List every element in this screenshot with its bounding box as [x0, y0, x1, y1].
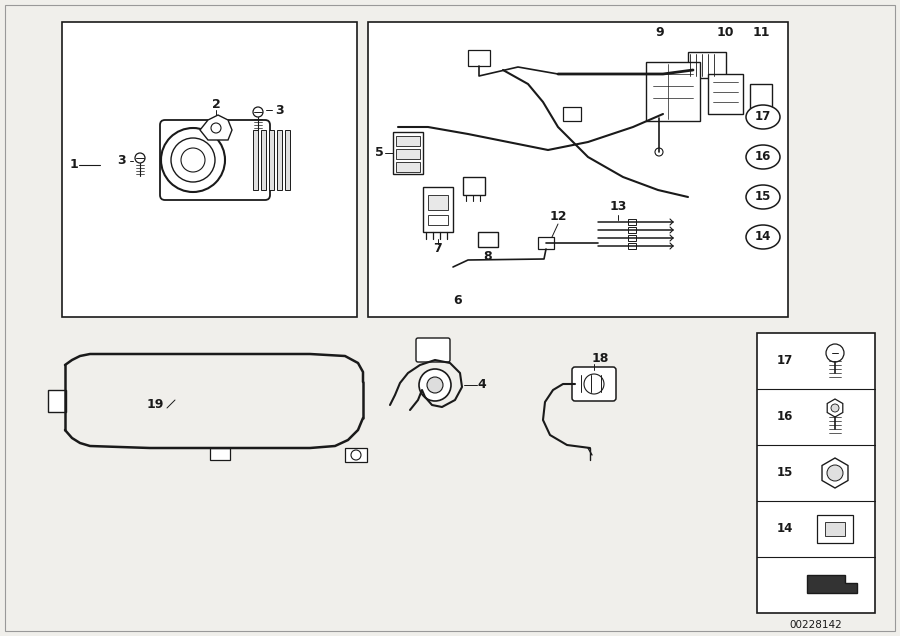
Bar	[210, 448, 230, 460]
Bar	[48, 390, 66, 412]
Text: 3: 3	[118, 155, 126, 167]
Bar	[708, 74, 743, 114]
Bar	[688, 52, 726, 78]
Circle shape	[831, 404, 839, 412]
Circle shape	[827, 465, 843, 481]
Text: 16: 16	[755, 151, 771, 163]
Text: 6: 6	[454, 293, 463, 307]
Bar	[396, 136, 420, 146]
Text: 19: 19	[147, 399, 164, 411]
Circle shape	[351, 450, 361, 460]
Ellipse shape	[746, 105, 780, 129]
Bar	[628, 227, 636, 233]
Text: 3: 3	[275, 104, 284, 116]
Bar	[269, 130, 274, 190]
Bar	[423, 187, 453, 232]
Text: 5: 5	[374, 146, 383, 160]
Text: 13: 13	[609, 200, 626, 214]
Text: 17: 17	[777, 354, 793, 368]
Circle shape	[427, 377, 443, 393]
Text: 14: 14	[777, 523, 793, 536]
Bar	[62, 22, 357, 317]
Bar	[368, 22, 788, 317]
Bar	[825, 522, 845, 536]
Circle shape	[171, 138, 215, 182]
Text: 8: 8	[483, 251, 492, 263]
Text: 10: 10	[716, 25, 734, 39]
Ellipse shape	[746, 145, 780, 169]
Bar	[750, 84, 772, 109]
Circle shape	[181, 148, 205, 172]
Text: 11: 11	[752, 25, 770, 39]
Text: 17: 17	[755, 111, 771, 123]
Text: 00228142: 00228142	[789, 620, 842, 630]
Text: 18: 18	[591, 352, 608, 364]
Circle shape	[826, 344, 844, 362]
Bar	[396, 149, 420, 159]
Text: 7: 7	[434, 242, 443, 256]
Bar	[628, 219, 636, 225]
Circle shape	[655, 148, 663, 156]
Text: 12: 12	[549, 211, 567, 223]
Text: 9: 9	[656, 25, 664, 39]
Text: 14: 14	[755, 230, 771, 244]
Bar	[628, 235, 636, 241]
Bar	[396, 162, 420, 172]
Text: 4: 4	[478, 378, 486, 392]
Bar	[478, 232, 498, 247]
Bar	[285, 130, 290, 190]
Text: 15: 15	[755, 191, 771, 204]
Text: 15: 15	[777, 466, 793, 480]
Ellipse shape	[746, 225, 780, 249]
Circle shape	[419, 369, 451, 401]
Circle shape	[135, 153, 145, 163]
Bar	[628, 243, 636, 249]
Polygon shape	[200, 115, 232, 140]
FancyBboxPatch shape	[572, 367, 616, 401]
FancyBboxPatch shape	[160, 120, 270, 200]
Bar	[538, 237, 554, 249]
Bar	[277, 130, 282, 190]
Bar	[428, 215, 448, 225]
Ellipse shape	[746, 185, 780, 209]
Bar	[468, 50, 490, 66]
Bar	[393, 132, 423, 174]
Text: 2: 2	[212, 99, 220, 111]
Circle shape	[161, 128, 225, 192]
Bar	[253, 130, 258, 190]
FancyBboxPatch shape	[416, 338, 450, 362]
Bar	[563, 107, 581, 121]
Bar	[428, 195, 448, 210]
Bar	[261, 130, 266, 190]
Circle shape	[253, 107, 263, 117]
Text: 16: 16	[777, 410, 793, 424]
FancyBboxPatch shape	[817, 515, 853, 543]
Polygon shape	[807, 575, 857, 593]
Bar	[345, 448, 367, 462]
Bar	[757, 333, 875, 613]
Text: 1: 1	[69, 158, 78, 172]
FancyBboxPatch shape	[646, 62, 700, 121]
Bar	[463, 177, 485, 195]
Bar	[648, 102, 670, 118]
Circle shape	[584, 374, 604, 394]
Circle shape	[211, 123, 221, 133]
